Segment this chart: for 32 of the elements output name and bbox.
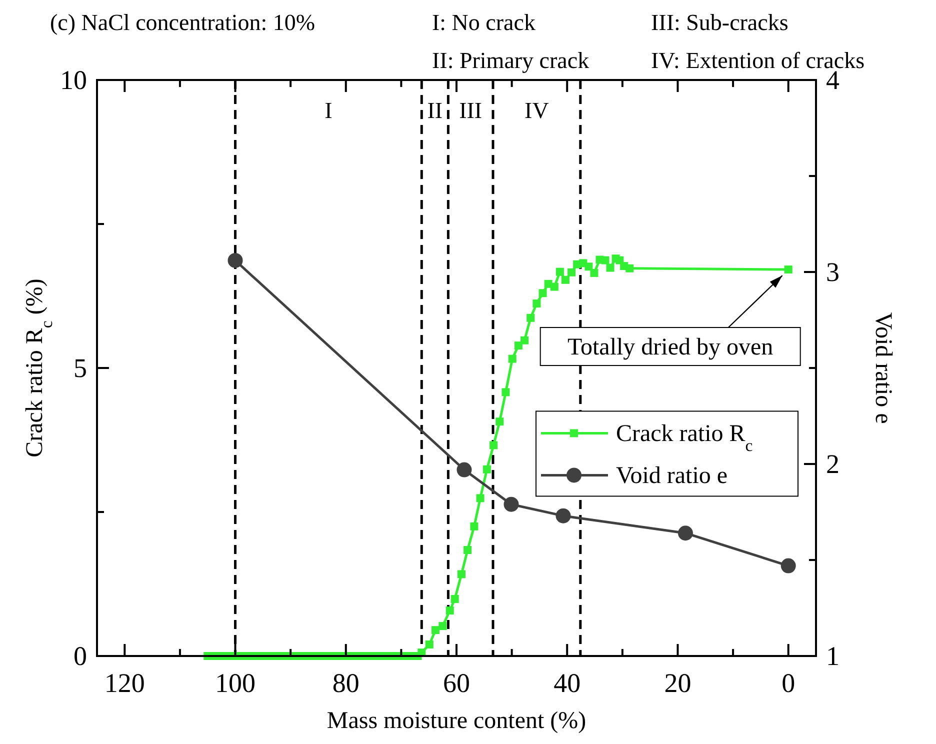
point	[556, 508, 571, 524]
y2-tick-label: 3	[826, 257, 840, 287]
x-tick-label: 60	[443, 668, 470, 698]
chart-title: (c) NaCl concentration: 10%	[50, 10, 316, 35]
point	[780, 558, 796, 574]
y2-axis-title: Void ratio e	[870, 312, 896, 424]
x-tick-label: 80	[332, 668, 360, 698]
x-tick-label: 0	[782, 668, 796, 698]
x-tick-label: 40	[554, 668, 581, 698]
y2-tick-label: 2	[826, 449, 840, 479]
point	[228, 252, 243, 268]
x-tick-label: 20	[664, 668, 692, 698]
y-tick-label: 10	[60, 65, 87, 95]
annotation: IV	[524, 98, 550, 123]
x-axis-title: Mass moisture content (%)	[326, 708, 586, 734]
point	[504, 496, 519, 512]
text: III: Sub-cracks	[651, 10, 788, 35]
annotation: III	[459, 98, 482, 123]
x-tick-label: 100	[215, 668, 256, 698]
point	[456, 462, 472, 478]
text: II: Primary crack	[432, 48, 590, 73]
y-tick-label: 5	[74, 353, 87, 383]
annotation: II	[427, 98, 443, 123]
annotation: Totally dried by oven	[568, 334, 774, 361]
annotation: I	[324, 98, 332, 123]
y2-tick-label: 1	[826, 641, 840, 671]
y-tick-label: 0	[74, 641, 87, 671]
x-tick-label: 120	[104, 668, 145, 698]
point	[678, 526, 693, 541]
text: I: No crack	[432, 10, 536, 35]
legend-label: Void ratio e	[616, 463, 728, 490]
legend-label: Crack ratio R$_{c}$	[616, 421, 753, 455]
